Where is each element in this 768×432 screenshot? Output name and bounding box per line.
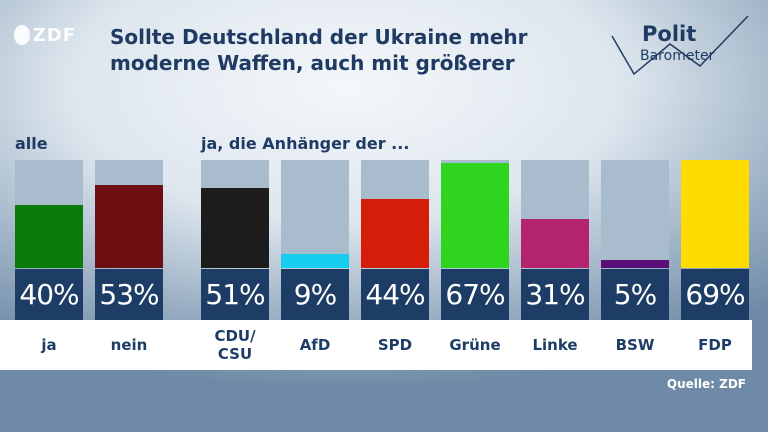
bar <box>201 188 269 268</box>
bar-track <box>521 160 589 268</box>
bar-track <box>441 160 509 268</box>
value-label: 9% <box>281 269 349 320</box>
category-label: CDU/ CSU <box>214 327 256 363</box>
value-label: 5% <box>601 269 669 320</box>
politbarometer-line-icon <box>611 15 749 76</box>
category-label: ja <box>41 336 57 354</box>
value-label: 40% <box>15 269 83 320</box>
bar-track <box>201 160 269 268</box>
bar <box>441 163 509 268</box>
bar <box>95 185 163 268</box>
polit-text: Polit <box>642 22 697 46</box>
zdf-logo-text: ZDF <box>32 24 76 46</box>
chart-title: Sollte Deutschland der Ukraine mehr mode… <box>110 25 528 75</box>
bar-track <box>95 160 163 268</box>
category-label: Linke <box>532 336 578 354</box>
category-label: Grüne <box>449 336 501 354</box>
category-label: nein <box>110 336 148 354</box>
category-label: FDP <box>698 336 732 354</box>
category-label-bar <box>0 320 752 370</box>
source-note: Quelle: ZDF <box>666 377 746 391</box>
bar <box>361 199 429 268</box>
bar <box>681 160 749 268</box>
zdf-logo-icon <box>14 25 30 45</box>
bar-track <box>15 160 83 268</box>
category-label: SPD <box>377 336 413 354</box>
value-label: 51% <box>201 269 269 320</box>
bar <box>601 260 669 268</box>
barometer-text: Barometer <box>640 48 715 64</box>
group-label-all: alle <box>15 134 48 153</box>
politbarometer-logo: Polit Barometer <box>600 14 750 84</box>
value-label: 67% <box>441 269 509 320</box>
value-label: 44% <box>361 269 429 320</box>
bar-track <box>601 160 669 268</box>
category-label: BSW <box>615 336 655 354</box>
bar <box>15 205 83 268</box>
zdf-logo: ZDF <box>14 22 76 48</box>
category-label: AfD <box>299 336 331 354</box>
group-label-supporters: ja, die Anhänger der ... <box>201 134 410 153</box>
bar <box>521 219 589 268</box>
bar-track <box>281 160 349 268</box>
bar-track <box>681 160 749 268</box>
bar-track <box>361 160 429 268</box>
value-label: 53% <box>95 269 163 320</box>
value-label: 31% <box>521 269 589 320</box>
bar <box>281 254 349 268</box>
value-label: 69% <box>681 269 749 320</box>
